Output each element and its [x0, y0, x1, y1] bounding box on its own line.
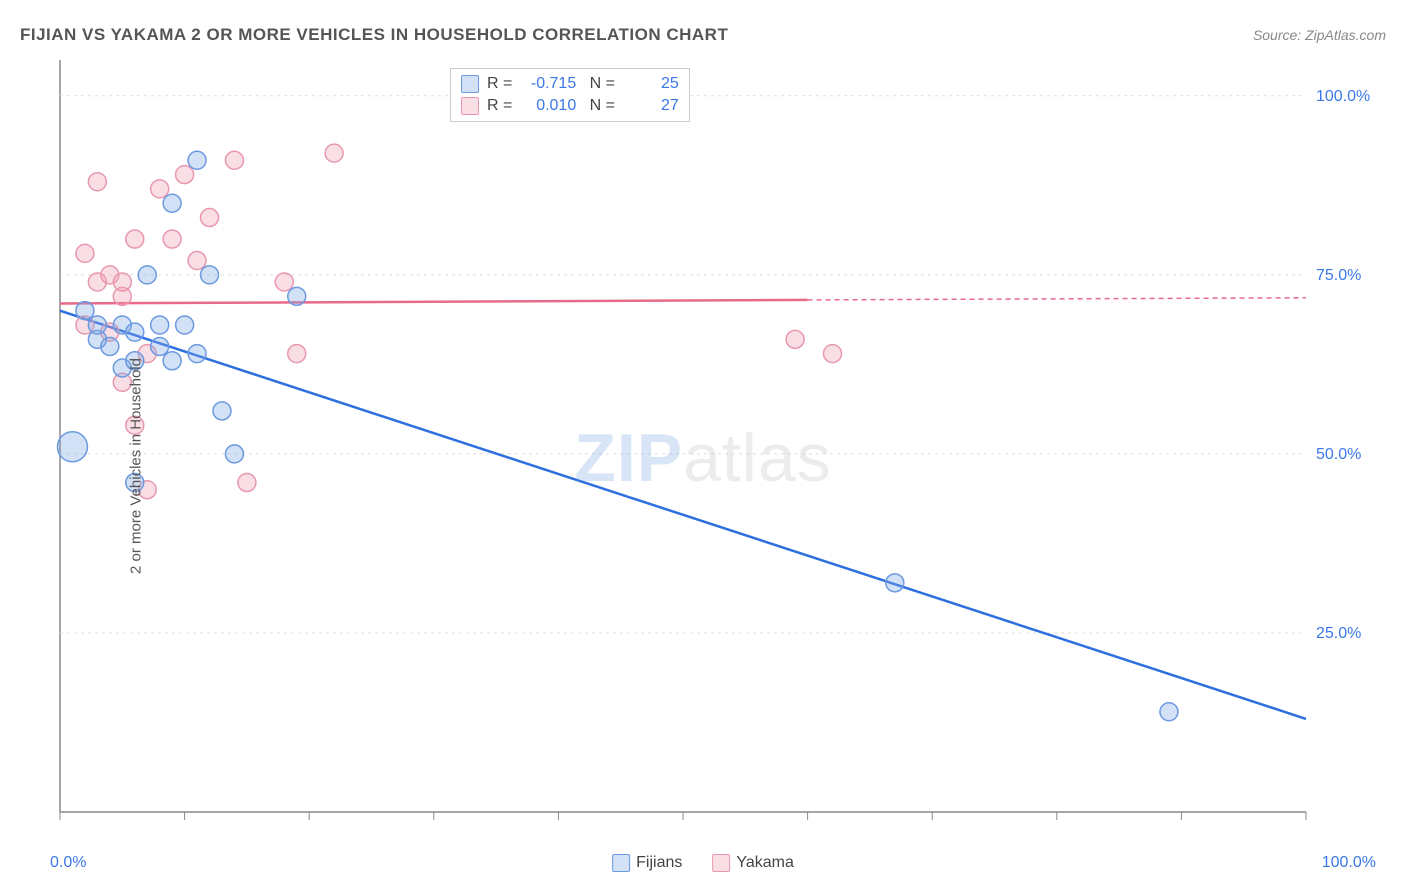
swatch-yakama: [461, 97, 479, 115]
x-axis-max-label: 100.0%: [1322, 854, 1376, 872]
y-axis-label: 2 or more Vehicles in Household: [127, 358, 144, 574]
chart-title: FIJIAN VS YAKAMA 2 OR MORE VEHICLES IN H…: [20, 25, 728, 45]
svg-text:75.0%: 75.0%: [1316, 267, 1361, 284]
chart-header: FIJIAN VS YAKAMA 2 OR MORE VEHICLES IN H…: [20, 20, 1386, 50]
swatch-fijians: [461, 75, 479, 93]
svg-text:25.0%: 25.0%: [1316, 625, 1361, 642]
x-axis-min-label: 0.0%: [50, 854, 86, 872]
chart-area: 2 or more Vehicles in Household 25.0% 50.…: [20, 60, 1386, 872]
legend-item-fijians: Fijians: [612, 854, 682, 872]
stats-row-yakama: R = 0.010 N = 27: [461, 95, 679, 117]
stats-legend-box: R = -0.715 N = 25 R = 0.010 N = 27: [450, 68, 690, 122]
swatch-yakama-bottom: [712, 854, 730, 872]
series-legend: Fijians Yakama: [612, 854, 794, 872]
scatter-plot-svg: 25.0% 50.0% 75.0% 100.0%: [20, 60, 1386, 872]
swatch-fijians-bottom: [612, 854, 630, 872]
svg-text:100.0%: 100.0%: [1316, 88, 1370, 105]
svg-text:50.0%: 50.0%: [1316, 446, 1361, 463]
legend-item-yakama: Yakama: [712, 854, 794, 872]
stats-row-fijians: R = -0.715 N = 25: [461, 73, 679, 95]
chart-source: Source: ZipAtlas.com: [1253, 27, 1386, 43]
